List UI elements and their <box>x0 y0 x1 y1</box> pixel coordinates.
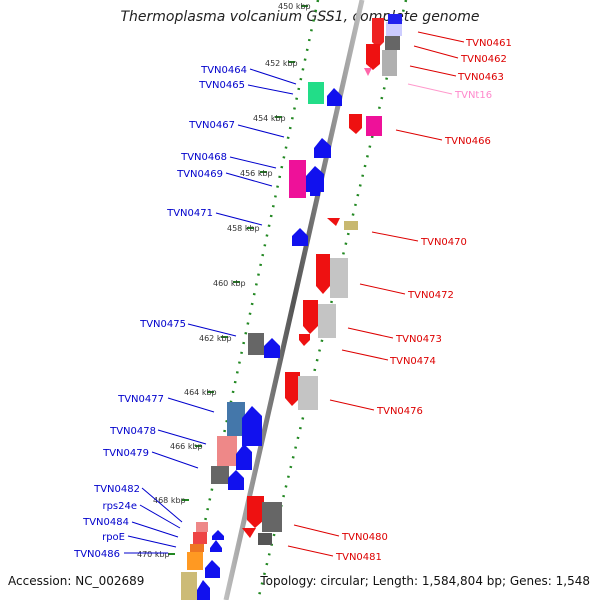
gene-block <box>248 333 264 355</box>
gene-block <box>210 540 222 552</box>
gene-label-right[interactable]: TVN0461 <box>465 38 512 49</box>
gene-block <box>196 522 208 532</box>
gene-label-right[interactable]: TVN0476 <box>376 406 423 417</box>
gene-label-right[interactable]: TVN0481 <box>335 552 382 563</box>
gene-block <box>327 218 340 226</box>
gene-label-right[interactable]: TVN0462 <box>460 54 507 65</box>
gene-label-left[interactable]: TVN0467 <box>188 120 235 131</box>
gene-block <box>386 22 402 36</box>
gene-label-left[interactable]: rpoE <box>102 532 125 543</box>
gene-block <box>190 544 204 552</box>
gene-label-right[interactable]: TVN0473 <box>395 334 442 345</box>
gene-block <box>247 496 264 528</box>
kbp-label: 456 kbp <box>240 169 273 178</box>
kbp-label: 458 kbp <box>227 224 260 233</box>
kbp-label: 466 kbp <box>170 442 203 451</box>
gene-label-right[interactable]: TVN0472 <box>407 290 454 301</box>
gene-label-left[interactable]: rps24e <box>102 501 137 512</box>
kbp-label: 468 kbp <box>153 496 186 505</box>
gene-block <box>382 50 397 76</box>
kbp-label: 454 kbp <box>253 114 286 123</box>
gene-block <box>187 552 203 570</box>
gene-label-left[interactable]: TVN0477 <box>117 394 164 405</box>
trna-leader-line <box>407 83 453 95</box>
gene-label-right[interactable]: TVN0470 <box>420 237 467 248</box>
gene-label-right[interactable]: TVN0463 <box>457 72 504 83</box>
left-leader-lines <box>124 68 297 554</box>
gene-label-left[interactable]: TVN0482 <box>93 484 140 495</box>
gene-block <box>314 138 331 158</box>
kbp-label: 452 kbp <box>265 59 298 68</box>
gene-label-left[interactable]: TVN0464 <box>200 65 247 76</box>
gene-block <box>298 376 318 410</box>
gene-block <box>181 572 197 600</box>
gene-block <box>242 406 262 446</box>
right-leader-lines <box>287 31 465 557</box>
gene-block <box>212 530 224 540</box>
gene-label-left[interactable]: TVN0475 <box>139 319 186 330</box>
gene-block <box>364 68 372 76</box>
gene-label-left[interactable]: TVN0471 <box>166 208 213 219</box>
gene-block <box>205 560 220 578</box>
gene-block <box>349 114 362 134</box>
gene-block <box>310 190 320 196</box>
gene-block <box>318 304 336 338</box>
gene-block <box>211 466 229 484</box>
accession-text: Accession: NC_002689 <box>8 574 145 588</box>
gene-label-left[interactable]: TVN0465 <box>198 80 245 91</box>
kbp-tick-marks <box>168 5 308 555</box>
gene-block <box>303 300 318 334</box>
plus-strand-features <box>242 14 402 545</box>
gene-label-left[interactable]: TVN0484 <box>82 517 129 528</box>
gene-block <box>330 258 348 298</box>
gene-label-right[interactable]: TVN0480 <box>341 532 388 543</box>
gene-block <box>327 88 342 106</box>
gene-block <box>228 470 244 490</box>
gene-label-left[interactable]: TVN0469 <box>176 169 223 180</box>
gene-block <box>236 444 252 470</box>
gene-block <box>227 402 245 436</box>
gene-block <box>366 116 382 136</box>
gene-block <box>366 44 380 70</box>
gene-block <box>344 221 358 230</box>
outer-dotted-track <box>186 0 320 600</box>
gene-block <box>316 254 330 294</box>
gene-block <box>388 14 402 24</box>
gene-block <box>193 532 207 544</box>
genome-backbone <box>223 0 365 600</box>
gene-block <box>299 334 310 346</box>
gene-label-left[interactable]: TVN0486 <box>73 549 120 560</box>
gene-block <box>264 338 280 358</box>
gene-block <box>285 372 300 406</box>
kbp-label: 450 kbp <box>278 2 311 11</box>
kbp-label: 464 kbp <box>184 388 217 397</box>
gene-block <box>372 18 384 48</box>
gene-block <box>308 82 324 104</box>
kbp-label: 470 kbp <box>137 550 170 559</box>
kbp-label: 460 kbp <box>213 279 246 288</box>
gene-label-right-trna[interactable]: TVNt16 <box>454 90 492 101</box>
gene-label-left[interactable]: TVN0478 <box>109 426 156 437</box>
gene-label-right[interactable]: TVN0474 <box>389 356 436 367</box>
gene-block <box>242 528 256 538</box>
kbp-label: 462 kbp <box>199 334 232 343</box>
gene-block <box>385 36 400 50</box>
gene-block <box>306 166 324 192</box>
gene-block <box>197 580 210 600</box>
gene-block <box>258 533 272 545</box>
gene-label-right[interactable]: TVN0466 <box>444 136 491 147</box>
gene-label-left[interactable]: TVN0468 <box>180 152 227 163</box>
gene-block <box>262 502 282 532</box>
gene-block <box>289 160 306 198</box>
minus-strand-features <box>181 82 342 600</box>
gene-block <box>217 436 237 466</box>
topology-text: Topology: circular; Length: 1,584,804 bp… <box>260 574 590 588</box>
gene-block <box>292 228 308 246</box>
gene-label-left[interactable]: TVN0479 <box>102 448 149 459</box>
